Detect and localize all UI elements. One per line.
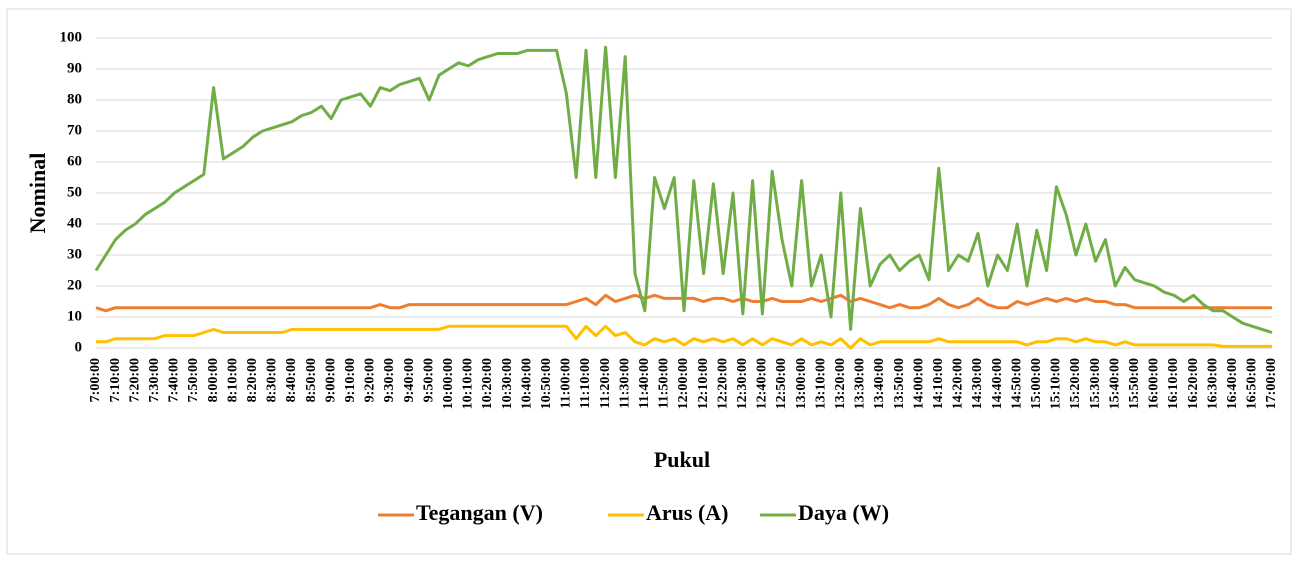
x-tick-label: 14:50:00 — [1009, 358, 1024, 409]
x-tick-label: 12:20:00 — [715, 358, 730, 409]
x-tick-label: 8:10:00 — [225, 358, 240, 402]
x-tick-label: 15:50:00 — [1127, 358, 1142, 409]
x-tick-label: 15:40:00 — [1107, 358, 1122, 409]
x-tick-label: 12:00:00 — [676, 358, 691, 409]
x-tick-label: 9:40:00 — [402, 358, 417, 402]
x-tick-label: 16:20:00 — [1186, 358, 1201, 409]
x-tick-label: 16:40:00 — [1225, 358, 1240, 409]
x-tick-label: 7:50:00 — [186, 358, 201, 402]
x-tick-label: 9:50:00 — [421, 358, 436, 402]
y-tick-label: 70 — [67, 122, 82, 138]
y-axis-title: Nominal — [25, 153, 50, 234]
x-tick-label: 12:30:00 — [735, 358, 750, 409]
x-tick-label: 11:30:00 — [617, 358, 632, 409]
chart-border — [6, 8, 1292, 555]
x-tick-label: 11:50:00 — [657, 358, 672, 409]
x-tick-label: 8:50:00 — [304, 358, 319, 402]
x-tick-label: 13:30:00 — [853, 358, 868, 409]
x-tick-label: 11:10:00 — [578, 358, 593, 409]
x-tick-label: 7:20:00 — [127, 358, 142, 402]
x-tick-label: 10:10:00 — [461, 358, 476, 409]
x-tick-label: 12:40:00 — [755, 358, 770, 409]
y-tick-label: 0 — [75, 339, 83, 355]
x-tick-label: 14:10:00 — [931, 358, 946, 409]
x-tick-label: 13:20:00 — [833, 358, 848, 409]
y-tick-label: 90 — [67, 60, 82, 76]
x-tick-label: 15:10:00 — [1049, 358, 1064, 409]
legend-label: Daya (W) — [798, 500, 889, 525]
y-tick-label: 40 — [67, 215, 82, 231]
x-tick-label: 14:00:00 — [911, 358, 926, 409]
y-tick-label: 100 — [60, 29, 83, 45]
x-tick-label: 16:00:00 — [1147, 358, 1162, 409]
x-tick-label: 7:30:00 — [147, 358, 162, 402]
x-tick-label: 11:40:00 — [637, 358, 652, 409]
x-tick-label: 12:10:00 — [696, 358, 711, 409]
x-tick-label: 13:40:00 — [872, 358, 887, 409]
x-tick-label: 9:00:00 — [323, 358, 338, 402]
x-tick-label: 15:30:00 — [1088, 358, 1103, 409]
y-tick-label: 60 — [67, 153, 82, 169]
x-tick-label: 10:50:00 — [539, 358, 554, 409]
x-tick-label: 15:00:00 — [1029, 358, 1044, 409]
y-tick-label: 80 — [67, 91, 82, 107]
x-tick-label: 10:20:00 — [480, 358, 495, 409]
x-axis-title: Pukul — [654, 447, 710, 472]
legend-label: Arus (A) — [646, 500, 729, 525]
data-line — [96, 324, 1272, 350]
x-tick-label: 11:00:00 — [559, 358, 574, 409]
x-tick-label: 14:20:00 — [951, 358, 966, 409]
x-tick-label: 12:50:00 — [774, 358, 789, 409]
y-tick-label: 30 — [67, 246, 82, 262]
x-tick-label: 8:00:00 — [206, 358, 221, 402]
x-tick-label: 10:40:00 — [519, 358, 534, 409]
y-tick-label: 10 — [67, 308, 82, 324]
x-tick-label: 7:10:00 — [108, 358, 123, 402]
x-tick-label: 17:00:00 — [1264, 358, 1279, 409]
x-tick-label: 13:50:00 — [892, 358, 907, 409]
x-tick-label: 9:20:00 — [363, 358, 378, 402]
x-tick-label: 16:30:00 — [1205, 358, 1220, 409]
x-tick-label: 14:30:00 — [970, 358, 985, 409]
x-tick-label: 10:00:00 — [441, 358, 456, 409]
y-tick-label: 50 — [67, 184, 82, 200]
data-line — [94, 45, 1273, 334]
x-tick-label: 7:40:00 — [167, 358, 182, 402]
y-tick-label: 20 — [67, 277, 82, 293]
x-tick-label: 9:10:00 — [343, 358, 358, 402]
x-tick-label: 10:30:00 — [500, 358, 515, 409]
legend-label: Tegangan (V) — [416, 500, 543, 525]
x-tick-label: 9:30:00 — [382, 358, 397, 402]
x-tick-label: 14:40:00 — [990, 358, 1005, 409]
x-tick-label: 8:40:00 — [284, 358, 299, 402]
x-tick-label: 8:30:00 — [265, 358, 280, 402]
x-tick-label: 13:10:00 — [813, 358, 828, 409]
x-tick-label: 13:00:00 — [794, 358, 809, 409]
x-tick-label: 8:20:00 — [245, 358, 260, 402]
x-tick-label: 11:20:00 — [598, 358, 613, 409]
x-tick-label: 7:00:00 — [88, 358, 103, 402]
x-tick-label: 16:10:00 — [1166, 358, 1181, 409]
x-tick-label: 15:20:00 — [1068, 358, 1083, 409]
x-tick-label: 16:50:00 — [1245, 358, 1260, 409]
